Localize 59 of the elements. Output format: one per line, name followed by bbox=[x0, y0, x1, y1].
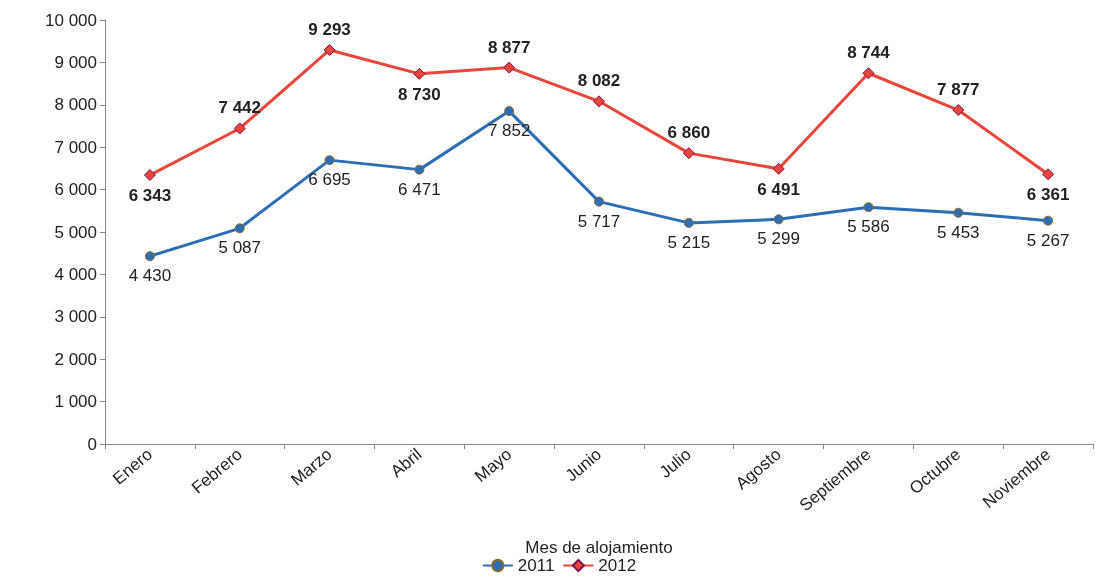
point bbox=[143, 169, 156, 182]
data-label: 5 215 bbox=[667, 232, 711, 252]
y-tick-label: 2 000 bbox=[54, 349, 97, 369]
data-label: 6 695 bbox=[308, 170, 351, 190]
data-label: 8 744 bbox=[847, 43, 891, 63]
y-tick-label: 0 bbox=[87, 434, 97, 454]
point bbox=[1043, 215, 1054, 226]
data-label: 9 293 bbox=[308, 19, 351, 39]
point bbox=[772, 162, 785, 175]
point bbox=[594, 196, 604, 207]
y-tick-label: 10 000 bbox=[45, 10, 97, 30]
data-label: 8 082 bbox=[577, 71, 621, 91]
y-tick-label: 9 000 bbox=[54, 52, 97, 72]
y-tick-label: 8 000 bbox=[54, 95, 97, 115]
data-label: 6 361 bbox=[1026, 185, 1070, 205]
y-tick-label: 6 000 bbox=[54, 180, 97, 200]
y-tick-label: 3 000 bbox=[54, 307, 97, 327]
x-axis-title: Mes de alojamiento bbox=[525, 538, 673, 557]
point bbox=[773, 214, 784, 225]
y-tick-label: 4 000 bbox=[54, 264, 97, 284]
data-label: 8 877 bbox=[487, 37, 531, 57]
point bbox=[1042, 168, 1055, 181]
legend-label: 2011 bbox=[517, 556, 555, 575]
point bbox=[413, 67, 426, 80]
data-label: 6 471 bbox=[398, 179, 441, 199]
data-label: 6 343 bbox=[128, 186, 172, 206]
point bbox=[953, 207, 964, 218]
data-label: 6 860 bbox=[667, 123, 711, 143]
x-tick-label: Julio bbox=[655, 444, 695, 482]
point bbox=[323, 43, 336, 56]
point bbox=[234, 223, 245, 234]
y-tick-label: 1 000 bbox=[54, 392, 97, 412]
data-label: 7 442 bbox=[218, 98, 261, 118]
y-tick-label: 7 000 bbox=[54, 137, 97, 157]
data-label: 5 267 bbox=[1026, 230, 1070, 250]
point bbox=[504, 106, 515, 117]
point bbox=[682, 147, 695, 160]
data-label: 5 087 bbox=[218, 238, 261, 258]
point bbox=[503, 61, 516, 74]
point bbox=[593, 95, 605, 108]
data-label: 7 877 bbox=[937, 80, 980, 100]
point bbox=[862, 67, 875, 80]
data-label: 5 299 bbox=[757, 229, 800, 249]
point bbox=[952, 104, 965, 117]
point bbox=[414, 164, 425, 175]
data-label: 5 453 bbox=[937, 222, 980, 242]
data-label: 4 430 bbox=[128, 266, 172, 286]
y-tick-label: 5 000 bbox=[54, 222, 97, 242]
data-label: 6 491 bbox=[757, 179, 800, 199]
point bbox=[233, 122, 246, 135]
data-label: 5 717 bbox=[577, 211, 621, 231]
data-label: 8 730 bbox=[398, 84, 441, 104]
point bbox=[863, 202, 874, 213]
point bbox=[683, 217, 694, 228]
data-label: 7 852 bbox=[487, 121, 531, 141]
point bbox=[324, 155, 335, 166]
data-label: 5 586 bbox=[847, 217, 890, 237]
legend-label: 2012 bbox=[598, 556, 637, 575]
point bbox=[144, 251, 155, 262]
